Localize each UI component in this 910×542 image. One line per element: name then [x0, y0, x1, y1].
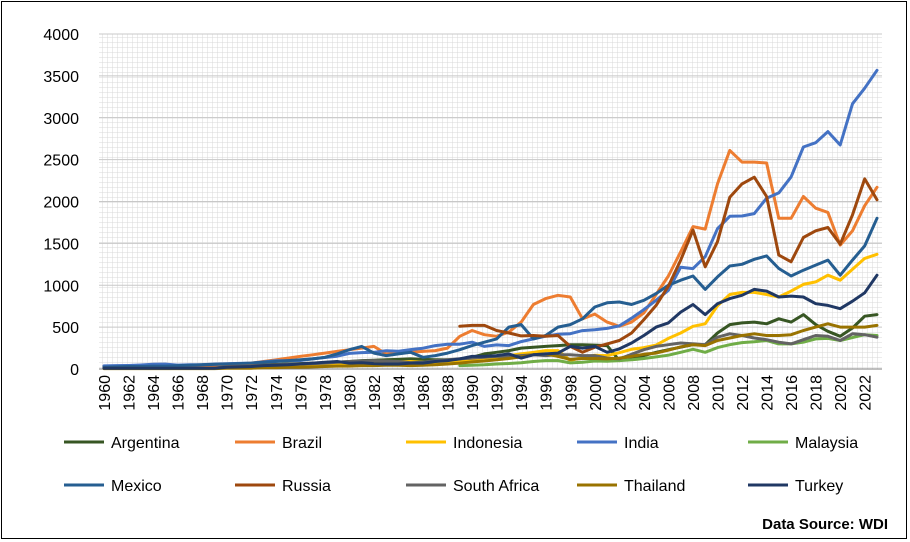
- legend-label: Turkey: [795, 478, 843, 495]
- x-tick-label: 2004: [637, 375, 654, 411]
- source-note: Data Source: WDI: [762, 516, 888, 533]
- x-tick-label: 1972: [244, 375, 261, 411]
- x-tick-label: 1984: [391, 375, 408, 411]
- x-tick-label: 2012: [735, 375, 752, 411]
- y-tick-label: 4000: [43, 27, 79, 44]
- x-tick-label: 1996: [539, 375, 556, 411]
- series-line-russia: [458, 175, 879, 354]
- x-tick-label: 1976: [293, 375, 310, 411]
- legend-label: Mexico: [111, 478, 162, 495]
- y-tick-label: 1500: [43, 236, 79, 253]
- legend-label: Thailand: [624, 478, 685, 495]
- x-tick-label: 2002: [612, 375, 629, 411]
- x-tick-label: 1962: [122, 375, 139, 411]
- x-tick-label: 1968: [195, 375, 212, 411]
- x-tick-label: 1964: [146, 375, 163, 411]
- x-tick-label: 1966: [171, 375, 188, 411]
- x-tick-label: 1990: [465, 375, 482, 411]
- x-tick-label: 1978: [318, 375, 335, 411]
- x-tick-label: 1988: [441, 375, 458, 411]
- x-tick-label: 1960: [97, 375, 114, 411]
- legend-label: India: [624, 435, 659, 452]
- y-tick-label: 3000: [43, 111, 79, 128]
- series-line-indonesia: [225, 252, 879, 369]
- x-tick-label: 2000: [588, 375, 605, 411]
- x-tick-label: 1974: [269, 375, 286, 411]
- x-tick-label: 2006: [661, 375, 678, 411]
- y-tick-label: 2500: [43, 153, 79, 170]
- x-tick-label: 2016: [784, 375, 801, 411]
- y-tick-label: 500: [52, 320, 79, 337]
- legend-label: South Africa: [453, 478, 539, 495]
- y-tick-label: 0: [70, 362, 79, 379]
- y-tick-label: 2000: [43, 195, 79, 212]
- x-tick-label: 1980: [342, 375, 359, 411]
- x-tick-label: 1986: [416, 375, 433, 411]
- x-tick-label: 1970: [220, 375, 237, 411]
- y-tick-label: 1000: [43, 278, 79, 295]
- x-tick-label: 1982: [367, 375, 384, 411]
- series-line-turkey: [102, 273, 879, 370]
- x-tick-label: 1998: [563, 375, 580, 411]
- x-tick-label: 2010: [710, 375, 727, 411]
- y-tick-label: 3500: [43, 69, 79, 86]
- x-tick-label: 2020: [833, 375, 850, 411]
- series-line-mexico: [102, 216, 879, 369]
- series-line-malaysia: [458, 333, 879, 368]
- x-tick-label: 1994: [514, 375, 531, 411]
- legend-label: Malaysia: [795, 435, 858, 452]
- x-tick-label: 1992: [490, 375, 507, 411]
- legend-label: Argentina: [111, 435, 180, 452]
- x-tick-label: 2008: [686, 375, 703, 411]
- x-tick-label: 2014: [760, 375, 777, 411]
- x-tick-label: 2018: [809, 375, 826, 411]
- legend-label: Brazil: [282, 435, 322, 452]
- legend-label: Russia: [282, 478, 331, 495]
- x-tick-label: 2022: [858, 375, 875, 411]
- legend-label: Indonesia: [453, 435, 522, 452]
